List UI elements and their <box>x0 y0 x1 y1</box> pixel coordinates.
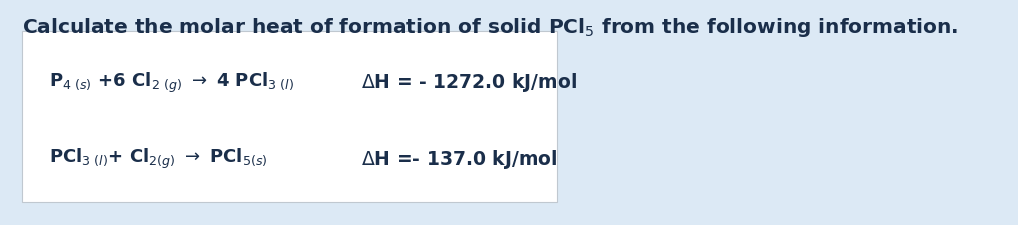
Text: $\Delta$H = - 1272.0 kJ/mol: $\Delta$H = - 1272.0 kJ/mol <box>361 71 577 94</box>
Text: P$_{4\ (s)}$ +6 Cl$_{2\ (g)}$ $\rightarrow$ 4 PCl$_{3\ (l)}$: P$_{4\ (s)}$ +6 Cl$_{2\ (g)}$ $\rightarr… <box>49 70 294 94</box>
Text: PCl$_{3\ (l)}$+ Cl$_{2(g)}$ $\rightarrow$ PCl$_{5(s)}$: PCl$_{3\ (l)}$+ Cl$_{2(g)}$ $\rightarrow… <box>49 146 268 171</box>
Text: Calculate the molar heat of formation of solid PCl$_5$ from the following inform: Calculate the molar heat of formation of… <box>22 16 959 38</box>
FancyBboxPatch shape <box>22 32 557 202</box>
Text: $\Delta$H =- 137.0 kJ/mol: $\Delta$H =- 137.0 kJ/mol <box>361 147 558 170</box>
